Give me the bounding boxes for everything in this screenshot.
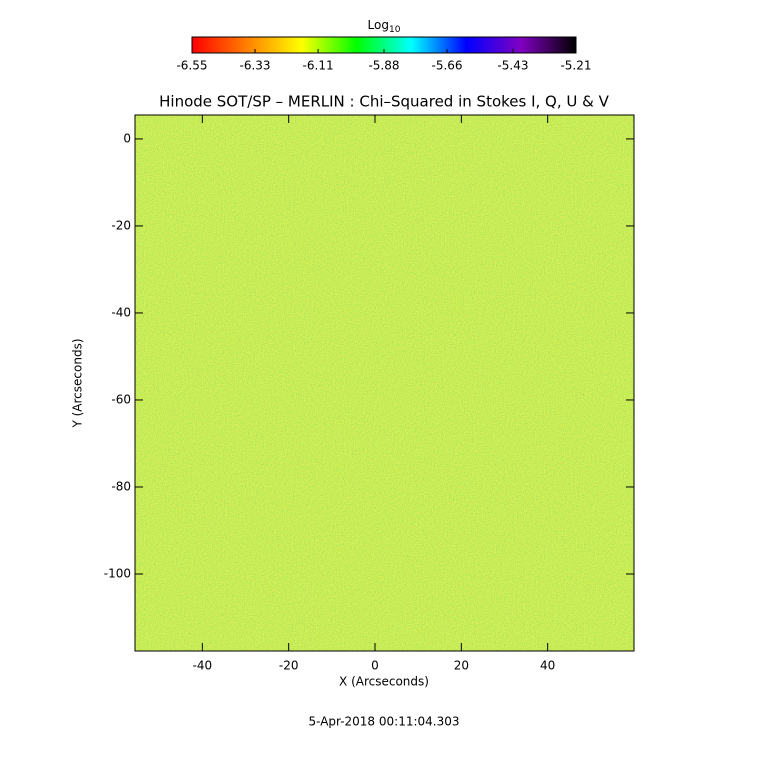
colorbar-tick-label: -5.88 <box>368 59 399 73</box>
chart-title: Hinode SOT/SP – MERLIN : Chi–Squared in … <box>159 93 609 111</box>
x-tick-label: -20 <box>279 659 299 673</box>
y-axis-label: Y (Arcseconds) <box>71 338 85 428</box>
colorbar-label-subscript: 10 <box>389 25 401 35</box>
y-tick-label: 0 <box>123 131 131 145</box>
colorbar-label-main: Log <box>368 18 389 32</box>
colorbar-tick-label: -6.55 <box>176 59 207 73</box>
y-tick-label: -20 <box>111 218 131 232</box>
x-tick-label: 0 <box>371 659 379 673</box>
y-tick-label: -40 <box>111 305 131 319</box>
y-tick-label: -80 <box>111 479 131 493</box>
colorbar-label: Log10 <box>368 18 401 35</box>
heatmap-texture <box>135 115 634 651</box>
colorbar-tick-label: -5.43 <box>497 59 528 73</box>
x-tick-label: 40 <box>540 659 555 673</box>
colorbar-tick-label: -5.21 <box>560 59 591 73</box>
colorbar-tick-label: -6.11 <box>303 59 334 73</box>
colorbar-tick-label: -5.66 <box>432 59 463 73</box>
y-tick-label: -60 <box>111 392 131 406</box>
x-tick-label: -40 <box>193 659 213 673</box>
plot-frame <box>134 114 635 652</box>
x-axis-label: X (Arcseconds) <box>339 675 429 689</box>
footer-timestamp: 5-Apr-2018 00:11:04.303 <box>309 715 460 729</box>
y-tick-label: -100 <box>104 566 131 580</box>
colorbar-tick-label: -6.33 <box>240 59 271 73</box>
x-tick-label: 20 <box>454 659 469 673</box>
